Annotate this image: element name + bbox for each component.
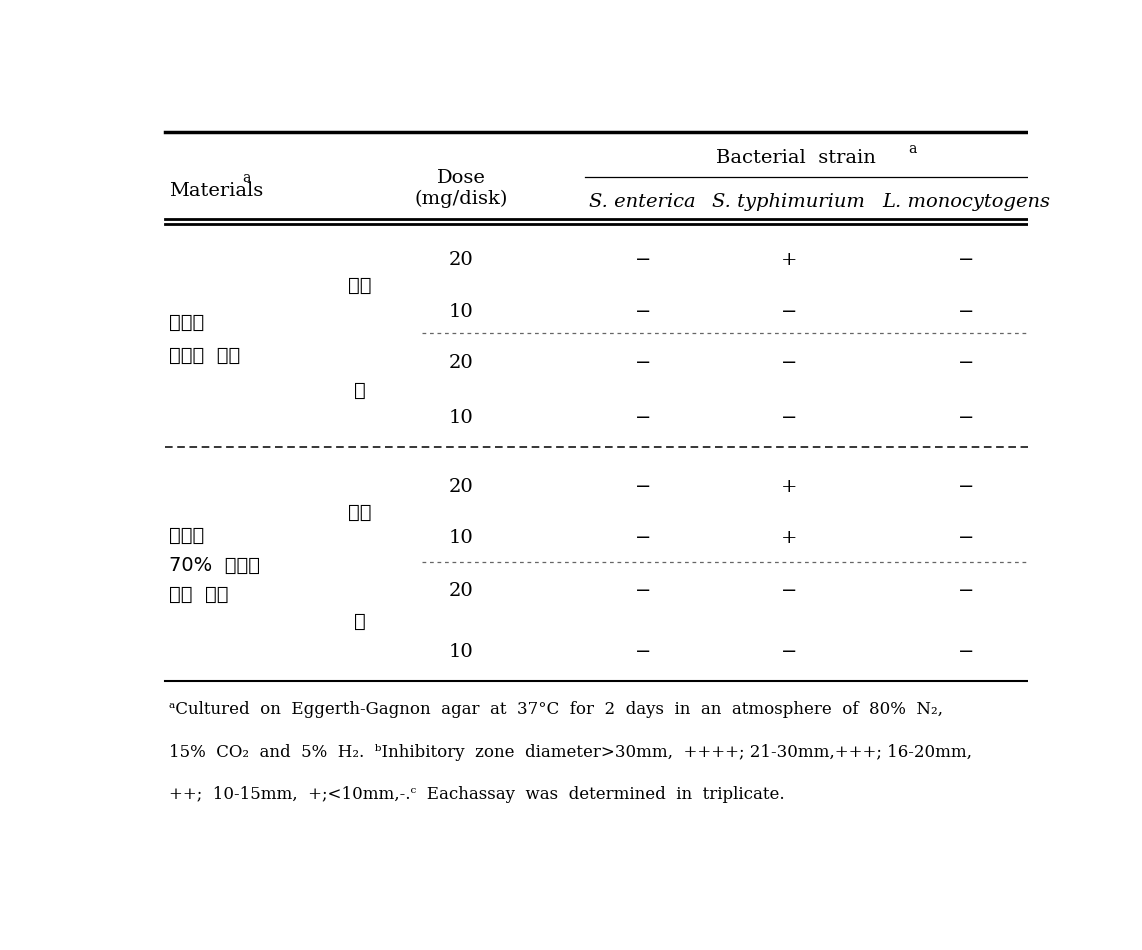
Text: −: − [635, 582, 651, 600]
Text: −: − [781, 302, 797, 320]
Text: 메탄올  추출: 메탄올 추출 [169, 346, 241, 365]
Text: −: − [958, 408, 974, 427]
Text: −: − [635, 353, 651, 371]
Text: −: − [958, 642, 974, 660]
Text: 20: 20 [449, 252, 474, 269]
Text: Dose: Dose [437, 169, 485, 187]
Text: −: − [958, 529, 974, 547]
Text: 과육: 과육 [348, 504, 371, 522]
Text: −: − [958, 353, 974, 371]
Text: Bacterial  strain: Bacterial strain [716, 149, 876, 167]
Text: +: + [781, 529, 797, 547]
Text: −: − [958, 252, 974, 269]
Text: −: − [635, 252, 651, 269]
Text: 씨: 씨 [354, 381, 365, 400]
Text: 10: 10 [449, 302, 474, 320]
Text: ᵃCultured  on  Eggerth-Gagnon  agar  at  37°C  for  2  days  in  an  atmosphere : ᵃCultured on Eggerth-Gagnon agar at 37°C… [169, 701, 943, 718]
Text: −: − [635, 642, 651, 660]
Text: −: − [635, 302, 651, 320]
Text: +: + [781, 478, 797, 496]
Text: L. monocytogens: L. monocytogens [882, 193, 1049, 211]
Text: −: − [781, 408, 797, 427]
Text: a: a [242, 171, 250, 184]
Text: 10: 10 [449, 529, 474, 547]
Text: +: + [781, 252, 797, 269]
Text: −: − [781, 642, 797, 660]
Text: S. enterica: S. enterica [589, 193, 697, 211]
Text: −: − [958, 582, 974, 600]
Text: (mg/disk): (mg/disk) [415, 190, 508, 208]
Text: ++;  10-15mm,  +;<10mm,-.ᶜ  Eachassay  was  determined  in  triplicate.: ++; 10-15mm, +;<10mm,-.ᶜ Eachassay was d… [169, 787, 785, 804]
Text: 20: 20 [449, 353, 474, 371]
Text: 10: 10 [449, 642, 474, 660]
Text: −: − [958, 302, 974, 320]
Text: 70%  에탈올: 70% 에탈올 [169, 556, 260, 575]
Text: 20: 20 [449, 582, 474, 600]
Text: 과육: 과육 [348, 276, 371, 295]
Text: S. typhimurium: S. typhimurium [713, 193, 866, 211]
Text: a: a [908, 142, 916, 156]
Text: 오미자: 오미자 [169, 526, 204, 545]
Text: −: − [781, 353, 797, 371]
Text: 20: 20 [449, 478, 474, 496]
Text: −: − [635, 478, 651, 496]
Text: Materials: Materials [169, 181, 264, 200]
Text: 오미자: 오미자 [169, 314, 204, 332]
Text: 10: 10 [449, 408, 474, 427]
Text: −: − [958, 478, 974, 496]
Text: −: − [635, 408, 651, 427]
Text: −: − [635, 529, 651, 547]
Text: 15%  CO₂  and  5%  H₂.  ᵇInhibitory  zone  diameter>30mm,  ++++; 21-30mm,+++; 16: 15% CO₂ and 5% H₂. ᵇInhibitory zone diam… [169, 744, 972, 761]
Text: 열탕  추출: 열탕 추출 [169, 585, 228, 604]
Text: −: − [781, 582, 797, 600]
Text: 씨: 씨 [354, 612, 365, 631]
